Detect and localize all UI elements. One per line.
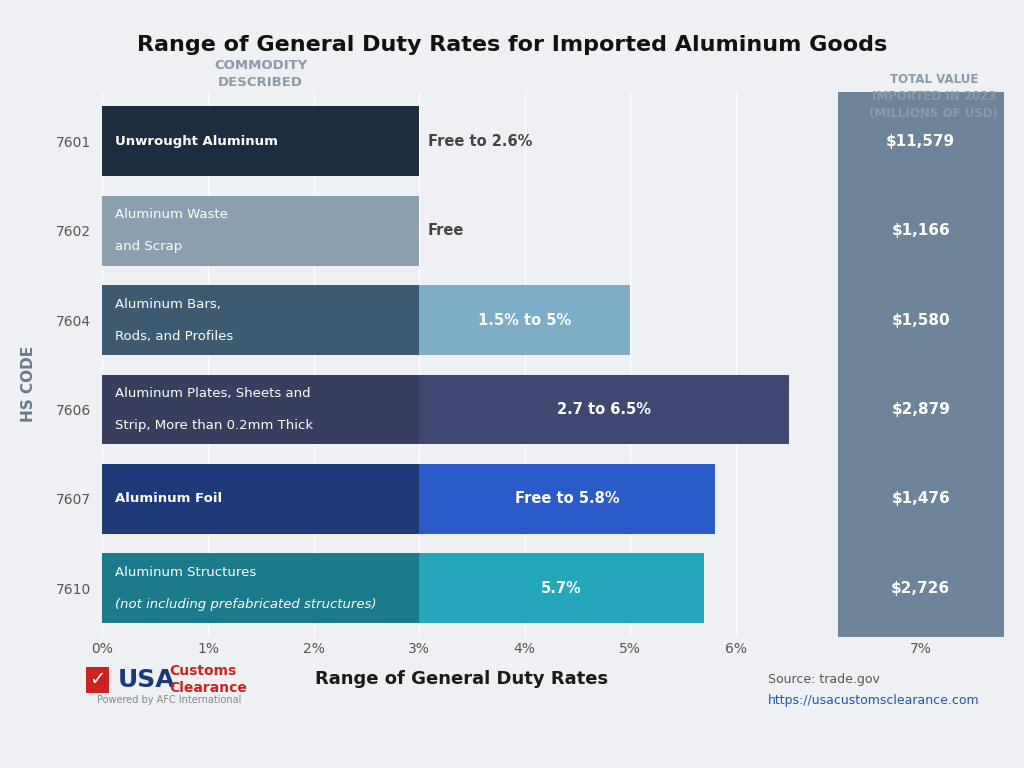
Text: COMMODITY
DESCRIBED: COMMODITY DESCRIBED [214,59,307,90]
Text: $1,166: $1,166 [891,223,950,238]
Bar [102,285,419,355]
Text: Free to 5.8%: Free to 5.8% [514,492,620,506]
Bar [102,196,419,266]
Text: Free: Free [428,223,464,238]
Text: 5.7%: 5.7% [542,581,582,596]
Text: Aluminum Waste: Aluminum Waste [115,208,228,221]
Bar [102,554,705,623]
Text: Unwrought Aluminum: Unwrought Aluminum [115,135,278,147]
Bar [102,375,419,445]
Text: HS CODE: HS CODE [22,346,36,422]
Text: 1.5% to 5%: 1.5% to 5% [478,313,571,328]
Bar [102,464,419,534]
Text: Customs
Clearance: Customs Clearance [169,664,247,695]
Text: Aluminum Foil: Aluminum Foil [115,492,222,505]
Bar [387,375,788,445]
Text: Powered by AFC International: Powered by AFC International [97,695,242,706]
Text: $2,726: $2,726 [891,581,950,596]
Text: USA: USA [118,667,175,692]
Bar [102,554,419,623]
Text: ✓: ✓ [89,670,105,689]
Text: $1,580: $1,580 [891,313,950,328]
X-axis label: Range of General Duty Rates: Range of General Duty Rates [314,670,608,688]
Text: and Scrap: and Scrap [115,240,182,253]
Bar [261,285,630,355]
Text: $11,579: $11,579 [886,134,955,149]
Text: TOTAL VALUE
IMPORTED IN 2023
(MILLIONS OF USD): TOTAL VALUE IMPORTED IN 2023 (MILLIONS O… [869,73,998,120]
Text: Range of General Duty Rates for Imported Aluminum Goods: Range of General Duty Rates for Imported… [137,35,887,55]
Bar [102,464,715,534]
Text: 2.7 to 6.5%: 2.7 to 6.5% [557,402,651,417]
Text: $2,879: $2,879 [891,402,950,417]
Text: $1,476: $1,476 [891,492,950,506]
Text: Aluminum Structures: Aluminum Structures [115,566,256,578]
Text: Free to 2.6%: Free to 2.6% [428,134,531,149]
Text: Aluminum Bars,: Aluminum Bars, [115,297,221,310]
Bar [102,107,419,176]
Bar [102,107,377,176]
Text: https://usacustomsclearance.com: https://usacustomsclearance.com [768,694,980,707]
Text: Source: trade.gov: Source: trade.gov [768,674,880,686]
Text: Strip, More than 0.2mm Thick: Strip, More than 0.2mm Thick [115,419,313,432]
Text: (not including prefabricated structures): (not including prefabricated structures) [115,598,377,611]
Text: Aluminum Plates, Sheets and: Aluminum Plates, Sheets and [115,387,310,400]
Text: Rods, and Profiles: Rods, and Profiles [115,329,233,343]
